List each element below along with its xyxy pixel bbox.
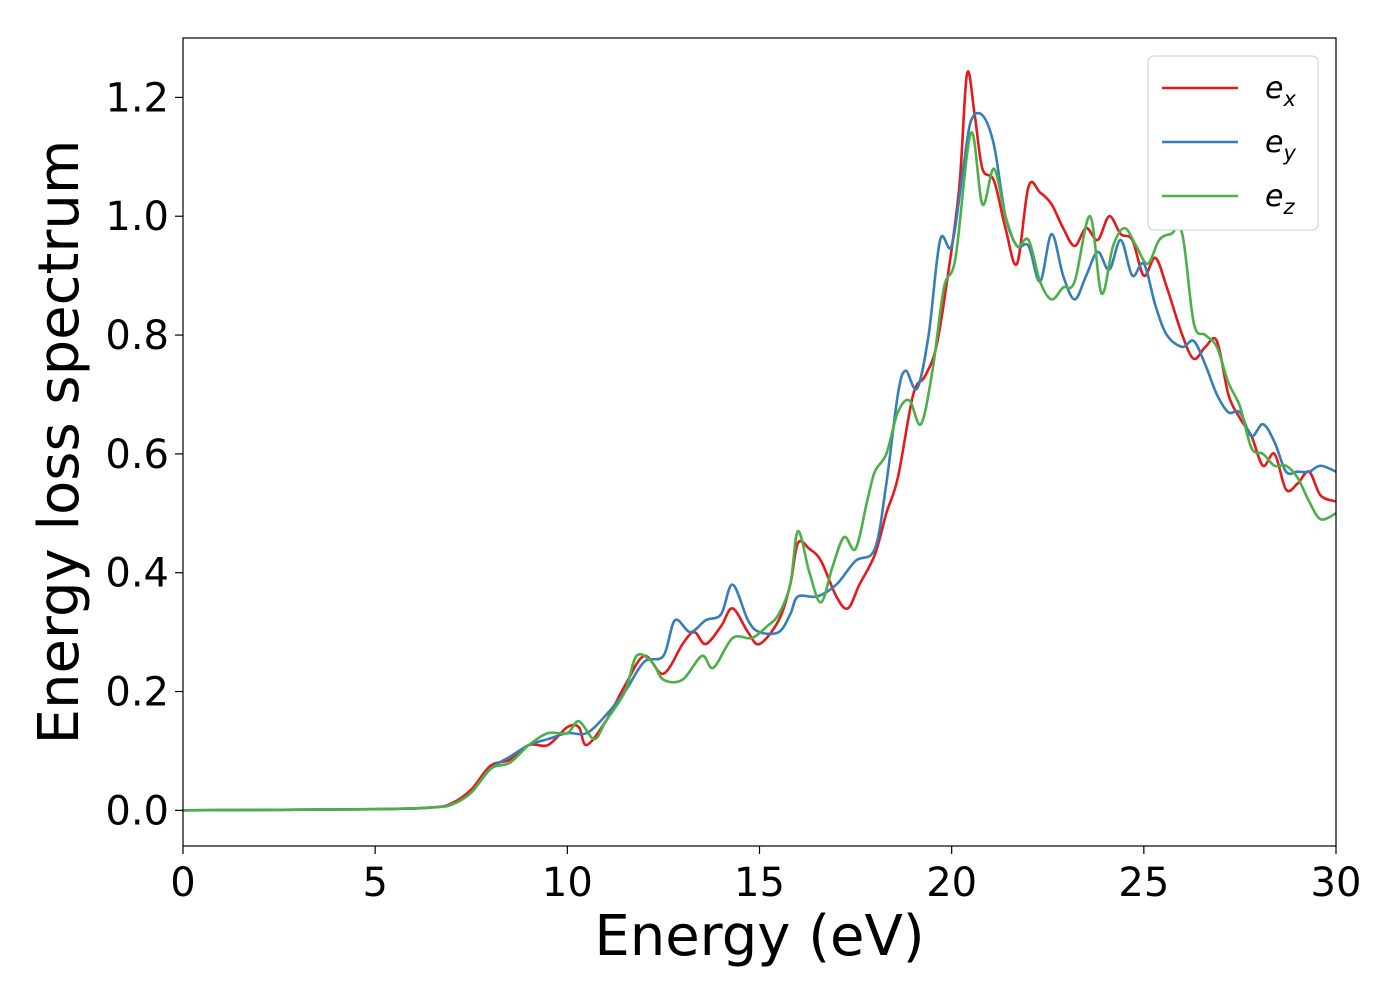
x-tick-label: 25 — [1118, 860, 1169, 906]
legend-label-subscript: y — [1282, 141, 1296, 165]
y-tick-label: 0.4 — [105, 551, 169, 597]
legend-label-base: e — [1265, 179, 1283, 214]
plot-area — [182, 37, 1337, 847]
series-line-z — [183, 131, 1336, 812]
x-axis-title: Energy (eV) — [594, 904, 924, 969]
x-tick-label: 30 — [1311, 860, 1362, 906]
legend-label-base: e — [1265, 71, 1283, 106]
x-axis-ticks: 0 5 10 15 20 25 30 — [170, 846, 1361, 906]
series-line-y — [183, 111, 1336, 812]
y-tick-label: 0.0 — [105, 788, 169, 834]
legend-label-x: ex — [1265, 71, 1296, 111]
legend-label-subscript: z — [1282, 195, 1295, 219]
legend-label-base: e — [1265, 125, 1283, 160]
x-tick-label: 10 — [542, 860, 593, 906]
y-axis-title: Energy loss spectrum — [27, 140, 92, 745]
series-line-x — [183, 70, 1336, 812]
series-layer — [183, 70, 1336, 812]
legend-label-z: ez — [1265, 179, 1295, 219]
plot-background — [183, 38, 1336, 846]
y-tick-label: 0.6 — [105, 432, 169, 478]
legend-label-y: ey — [1265, 125, 1296, 165]
x-tick-label: 15 — [734, 860, 785, 906]
y-axis-ticks: 0.0 0.2 0.4 0.6 0.8 1.0 1.2 — [105, 75, 183, 834]
x-tick-label: 5 — [362, 860, 387, 906]
y-tick-label: 0.2 — [105, 670, 169, 716]
x-tick-label: 20 — [926, 860, 977, 906]
y-tick-label: 0.8 — [105, 313, 169, 359]
y-tick-label: 1.2 — [105, 75, 169, 121]
x-tick-label: 0 — [170, 860, 195, 906]
y-tick-label: 1.0 — [105, 194, 169, 240]
legend-label-subscript: x — [1282, 87, 1296, 111]
